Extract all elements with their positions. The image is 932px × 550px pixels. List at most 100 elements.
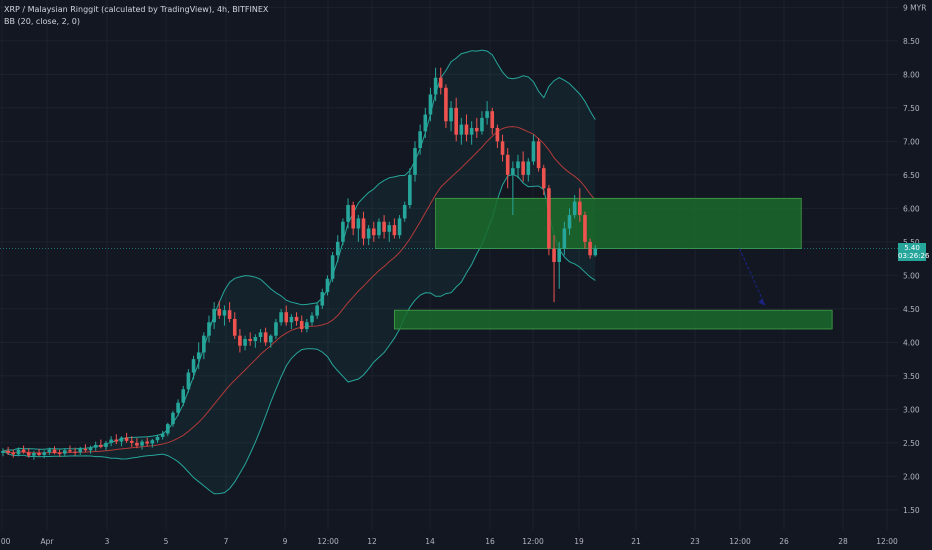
candle — [217, 300, 222, 319]
candle — [315, 302, 319, 319]
candle — [227, 302, 232, 323]
candle-body — [459, 124, 464, 135]
candle-body — [356, 218, 361, 229]
candle-body — [207, 322, 211, 336]
price-tick-label: 1.50 — [903, 506, 920, 515]
candle-body — [567, 215, 572, 229]
candle — [335, 235, 340, 262]
candle-body — [145, 441, 149, 444]
candle-body — [222, 310, 227, 316]
candle-body — [263, 332, 268, 343]
candle-body — [310, 315, 314, 323]
candle — [78, 446, 83, 455]
candle — [567, 208, 572, 236]
time-tick-label: 7 — [224, 537, 229, 546]
price-tick-label: 5.50 — [903, 238, 920, 247]
candle-body — [279, 312, 283, 323]
candle — [588, 238, 592, 259]
candle-body — [299, 320, 304, 329]
candle-body — [47, 449, 52, 453]
candle-body — [578, 201, 582, 216]
drawing-overlay[interactable] — [0, 248, 898, 306]
candle-body — [83, 448, 88, 451]
candle — [521, 151, 525, 182]
candle-body — [227, 310, 232, 319]
candle — [341, 218, 345, 246]
candle-body — [114, 439, 119, 442]
candle-body — [191, 359, 196, 373]
candle — [119, 436, 124, 447]
candle-body — [155, 436, 160, 441]
candle-body — [485, 111, 489, 118]
candle-body — [562, 228, 567, 249]
candle-body — [217, 308, 222, 316]
candle-body — [150, 440, 155, 444]
candle-body — [88, 447, 93, 451]
candle — [593, 245, 598, 257]
candle-body — [593, 248, 598, 256]
price-tick-label: 3.50 — [903, 372, 920, 381]
symbol-title[interactable]: XRP / Malaysian Ringgit (calculated by T… — [4, 5, 269, 14]
candle-body — [521, 161, 525, 175]
candle-body — [500, 141, 505, 155]
price-axis[interactable]: 9 MYR 8.50 8.00 7.50 7.00 6.50 6.00 5.50 5.00 4.5… — [903, 3, 926, 515]
time-tick-label: 28 — [838, 537, 848, 546]
candle-body — [536, 141, 541, 169]
supply-demand-zones[interactable] — [393, 197, 833, 330]
candle — [93, 441, 98, 451]
current-price-tag: 5.40 03:26:26 — [898, 243, 929, 261]
candle — [495, 124, 500, 149]
candle-body — [258, 332, 263, 338]
candle-body — [438, 77, 443, 88]
candle-body — [11, 452, 16, 455]
candle — [171, 410, 175, 427]
time-tick-label: 26 — [779, 537, 789, 546]
candle-body — [320, 292, 325, 306]
candle — [536, 138, 541, 172]
candle — [531, 134, 536, 165]
candle-body — [124, 437, 129, 441]
candle — [382, 215, 386, 239]
time-tick-label: 12:00 — [729, 537, 751, 546]
time-tick-label: 16 — [485, 537, 495, 546]
candle-body — [408, 174, 412, 206]
candle — [552, 235, 556, 303]
candle-body — [52, 449, 57, 453]
candle-body — [212, 308, 216, 323]
price-tick-label: 4.00 — [903, 338, 920, 347]
candle-body — [588, 241, 592, 256]
candle — [485, 101, 489, 125]
candle-body — [583, 215, 587, 242]
time-tick-label: 9 — [283, 537, 288, 546]
candle-body — [428, 94, 433, 115]
indicator-label[interactable]: BB (20, close, 2, 0) — [4, 17, 80, 26]
candle — [330, 251, 335, 283]
candle-body — [366, 228, 371, 239]
price-tick-label: 3.00 — [903, 405, 920, 414]
time-axis[interactable]: 2:00 Apr 3 5 7 9 12:00 12 14 16 12:00 19 21 23 12:00 26… — [0, 537, 898, 546]
candle — [63, 448, 67, 457]
candle — [299, 315, 304, 333]
candle — [438, 67, 443, 95]
candle-body — [341, 221, 345, 242]
candle-body — [104, 442, 108, 447]
candle — [21, 445, 26, 454]
price-tick-label: 6.50 — [903, 171, 920, 180]
candle — [37, 448, 41, 457]
time-tick-label: 2:00 — [0, 537, 11, 546]
candle-body — [505, 154, 510, 175]
candle — [402, 201, 407, 222]
band-fill — [3, 50, 596, 494]
candle — [181, 385, 186, 407]
candle — [83, 444, 88, 453]
candle — [464, 114, 469, 142]
candle-body — [63, 450, 67, 454]
price-tick-label: 9 MYR — [903, 3, 926, 12]
candle — [191, 355, 196, 380]
candle-body — [392, 225, 397, 236]
candle — [73, 447, 77, 456]
price-tick-label: 8.50 — [903, 37, 920, 46]
grid-lines — [0, 0, 898, 530]
candle — [325, 275, 330, 296]
